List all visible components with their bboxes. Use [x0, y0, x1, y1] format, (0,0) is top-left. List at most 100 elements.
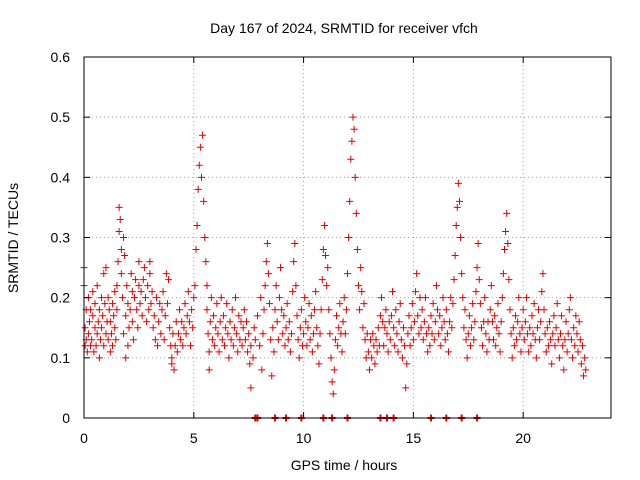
data-point [542, 348, 550, 356]
data-point [475, 276, 483, 284]
data-point [365, 366, 373, 374]
data-point [91, 300, 99, 308]
data-point [368, 354, 376, 362]
data-point [316, 330, 324, 338]
data-point [488, 318, 496, 326]
data-point [120, 234, 128, 241]
data-point [386, 336, 394, 344]
data-point [330, 366, 338, 374]
data-point [528, 312, 536, 320]
data-point [154, 342, 162, 350]
data-point [297, 306, 305, 314]
x-tick-label: 15 [406, 430, 422, 446]
data-point [112, 336, 120, 344]
data-point [448, 324, 456, 332]
data-point [94, 318, 102, 326]
data-point [514, 318, 522, 326]
data-point [314, 342, 322, 350]
data-point [224, 330, 232, 338]
data-point [216, 318, 224, 326]
data-point [146, 270, 154, 278]
data-point [288, 330, 296, 338]
data-point [552, 324, 560, 332]
data-point [247, 342, 255, 350]
data-point [202, 258, 210, 266]
data-point [387, 312, 395, 320]
data-point [170, 366, 178, 374]
data-point [378, 294, 386, 302]
data-point [517, 348, 525, 356]
data-point [193, 221, 201, 229]
data-point [322, 252, 330, 260]
data-point [194, 185, 202, 193]
data-point [427, 312, 435, 320]
data-point [329, 390, 337, 398]
data-point [160, 336, 168, 344]
data-point [399, 324, 407, 332]
data-point [284, 336, 292, 344]
data-point [463, 354, 471, 362]
data-point [419, 336, 427, 344]
data-point [98, 324, 106, 332]
data-point [168, 354, 176, 362]
data-point [369, 330, 377, 338]
data-point [471, 318, 479, 326]
data-point [123, 282, 131, 290]
data-point [278, 306, 286, 314]
y-tick-label: 0.1 [51, 350, 71, 366]
data-point [268, 372, 276, 380]
data-point [257, 294, 265, 302]
data-point [225, 354, 233, 362]
data-point [394, 348, 402, 356]
data-point [277, 264, 285, 272]
data-point [407, 324, 415, 332]
data-point [132, 276, 140, 284]
data-point [105, 306, 113, 314]
data-point [318, 276, 326, 284]
data-point [247, 384, 255, 392]
data-point [294, 336, 302, 344]
data-point [439, 294, 447, 302]
data-point [116, 215, 124, 223]
data-point [530, 300, 538, 308]
data-point [578, 342, 586, 350]
data-point [99, 312, 107, 320]
data-point [548, 360, 556, 368]
data-point [189, 324, 197, 332]
data-point [210, 312, 218, 320]
data-point [106, 348, 114, 356]
data-point [174, 330, 182, 338]
data-point [521, 318, 529, 326]
data-point [317, 306, 325, 314]
data-point [567, 336, 575, 344]
data-point [435, 330, 443, 338]
data-point [109, 342, 117, 350]
data-point [88, 336, 96, 344]
data-point [199, 131, 207, 139]
data-point [374, 324, 382, 332]
data-point [516, 330, 524, 338]
data-point [96, 336, 104, 344]
data-point [461, 306, 469, 314]
data-point [476, 300, 484, 308]
data-point [233, 330, 241, 338]
data-point [279, 330, 287, 338]
data-point [334, 342, 342, 350]
data-point [434, 306, 442, 314]
data-point [275, 294, 283, 302]
data-point [498, 294, 506, 302]
data-point [264, 270, 272, 278]
data-point [529, 330, 537, 338]
data-point [262, 258, 270, 266]
data-point [163, 300, 171, 308]
data-point [338, 348, 346, 356]
data-point [326, 330, 334, 338]
data-point [563, 348, 571, 356]
data-point [556, 330, 564, 338]
data-point [539, 270, 547, 278]
data-point [129, 336, 137, 344]
data-point [144, 282, 152, 290]
data-point [335, 324, 343, 332]
data-point [135, 258, 143, 266]
data-point [494, 300, 502, 308]
